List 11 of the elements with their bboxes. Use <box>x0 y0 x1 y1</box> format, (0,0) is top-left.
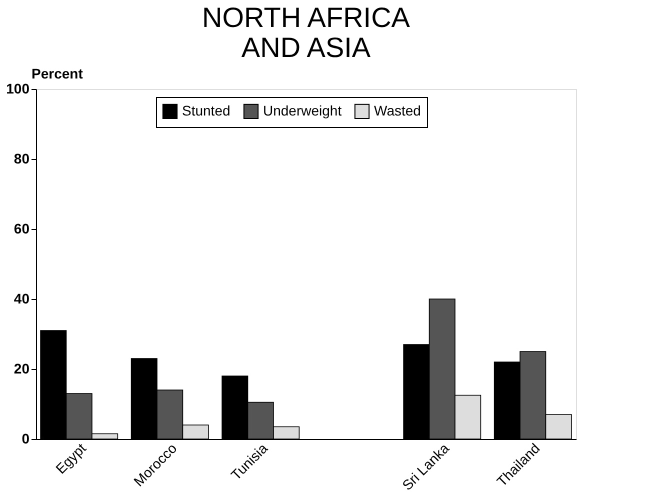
y-axis-title: Percent <box>32 66 84 82</box>
legend-label: Stunted <box>182 102 230 118</box>
y-tick-label: 40 <box>14 290 30 306</box>
legend-label: Wasted <box>374 102 421 118</box>
y-tick-label: 100 <box>6 80 30 96</box>
y-tick-label: 20 <box>14 360 30 376</box>
y-tick-label: 80 <box>14 150 30 166</box>
legend-label: Underweight <box>263 102 342 118</box>
y-tick-label: 60 <box>14 220 30 236</box>
chart-title: NORTH AFRICA AND ASIA <box>202 2 410 63</box>
y-tick-label: 0 <box>22 430 30 446</box>
